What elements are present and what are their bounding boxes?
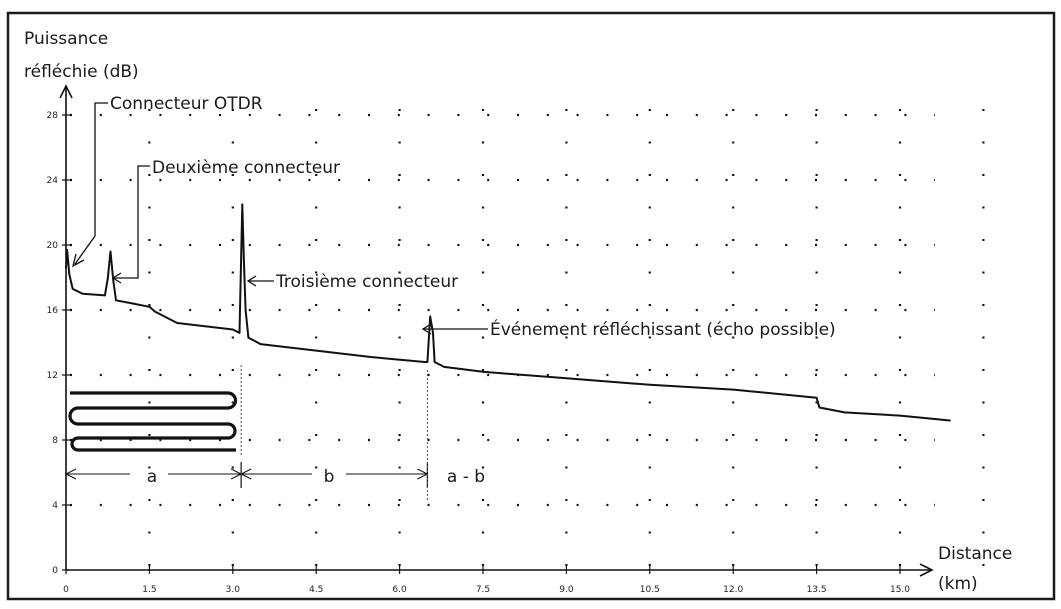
y-axis-arrow [59, 84, 73, 99]
trace-point [247, 336, 250, 339]
axes [59, 84, 934, 577]
figure-border [6, 11, 1056, 601]
arrowhead-third [246, 275, 257, 287]
trace-point [106, 278, 109, 280]
trace-point [370, 356, 373, 358]
trace-point [112, 279, 115, 282]
trace-point [259, 343, 262, 345]
x-tick-label: 7.5 [476, 585, 490, 595]
trace-point [241, 203, 244, 206]
y-axis-label-line1: Puissance [24, 29, 108, 49]
tick-labels: 0 1.5 3.0 4.5 6.0 7.5 9.0 10.5 12.0 13.5 15.0 0 4 8 12… [47, 111, 911, 595]
otdr-trace-line [65, 203, 951, 422]
trace-point [109, 250, 112, 253]
y-tick-label: 28 [47, 111, 59, 121]
x-axis-label-line1: Distance [938, 544, 1012, 564]
segment-label-b: b [324, 467, 335, 487]
trace-point [732, 388, 735, 391]
trace-point [176, 322, 179, 324]
trace-point [68, 273, 71, 276]
x-tick-label: 6.0 [392, 585, 407, 595]
trace-point [104, 294, 106, 297]
trace-point [204, 325, 206, 328]
x-tick-label: 1.5 [142, 585, 156, 595]
x-tick-label: 10.5 [640, 585, 660, 595]
trace-point [71, 288, 74, 290]
arrowhead-otdr [72, 253, 85, 268]
x-tick-label: 13.5 [807, 585, 827, 595]
trace-point [443, 366, 445, 368]
trace-point [131, 302, 134, 305]
annotation-second-connector: Deuxième connecteur [152, 158, 340, 178]
segment-label-a-minus-b: a - b [447, 467, 485, 487]
y-tick-label: 16 [47, 306, 59, 316]
x-axis-label-line2: (km) [938, 574, 978, 594]
trace-point [565, 377, 568, 380]
trace-point [648, 383, 651, 386]
trace-point [482, 370, 484, 373]
leader-line-second [113, 165, 150, 279]
trace-point [815, 396, 818, 399]
x-tick-label: 3.0 [226, 585, 241, 595]
trace-point [429, 315, 432, 318]
trace-point [148, 305, 151, 308]
x-tick-label: 15.0 [890, 585, 910, 595]
y-tick-label: 24 [47, 176, 59, 186]
trace-point [243, 260, 245, 263]
arrowhead-event [421, 323, 432, 335]
annotation-third-connector: Troisième connecteur [275, 272, 458, 292]
x-tick-label: 12.0 [723, 585, 743, 595]
arrowhead-second [111, 272, 122, 284]
trace-point [949, 419, 951, 422]
trace-point [433, 361, 436, 363]
x-tick-label: 9.0 [559, 585, 574, 595]
trace-point [244, 309, 247, 311]
trace-point [426, 361, 429, 363]
y-tick-label: 12 [47, 371, 58, 381]
x-tick-label: 4.5 [309, 585, 323, 595]
trace-point [843, 411, 846, 414]
trace-point [115, 299, 117, 302]
annotation-otdr-connector: Connecteur OTDR [110, 94, 263, 114]
trace-point [423, 361, 426, 363]
segment-arrowhead [240, 468, 252, 480]
fiber-spool-loops [68, 391, 238, 452]
y-axis-label-line2: réfléchie (dB) [24, 62, 139, 82]
trace-point [899, 414, 901, 417]
annotation-reflective-event: Événement réfléchissant (écho possible) [490, 318, 836, 340]
trace-point [818, 406, 821, 409]
leader-line-otdr [74, 102, 108, 265]
trace-point [65, 266, 67, 269]
annotations: Connecteur OTDR Deuxième connecteur Troisi… [72, 94, 836, 340]
y-tick-label: 20 [47, 241, 59, 251]
trace-group [65, 203, 951, 422]
trace-point [231, 328, 234, 331]
y-tick-label: 0 [52, 566, 58, 576]
segment-arrowhead [64, 468, 77, 480]
trace-point [238, 331, 241, 334]
trace-point [81, 292, 84, 295]
y-tick-label: 4 [52, 501, 58, 511]
x-axis-arrow [919, 563, 934, 577]
trace-point [432, 331, 434, 334]
trace-point [154, 310, 156, 313]
y-tick-label: 8 [52, 436, 58, 446]
x-tick-label: 0 [63, 585, 69, 595]
segment-label-a: a [147, 467, 157, 487]
trace-point [315, 349, 318, 352]
trace-point [66, 249, 68, 251]
